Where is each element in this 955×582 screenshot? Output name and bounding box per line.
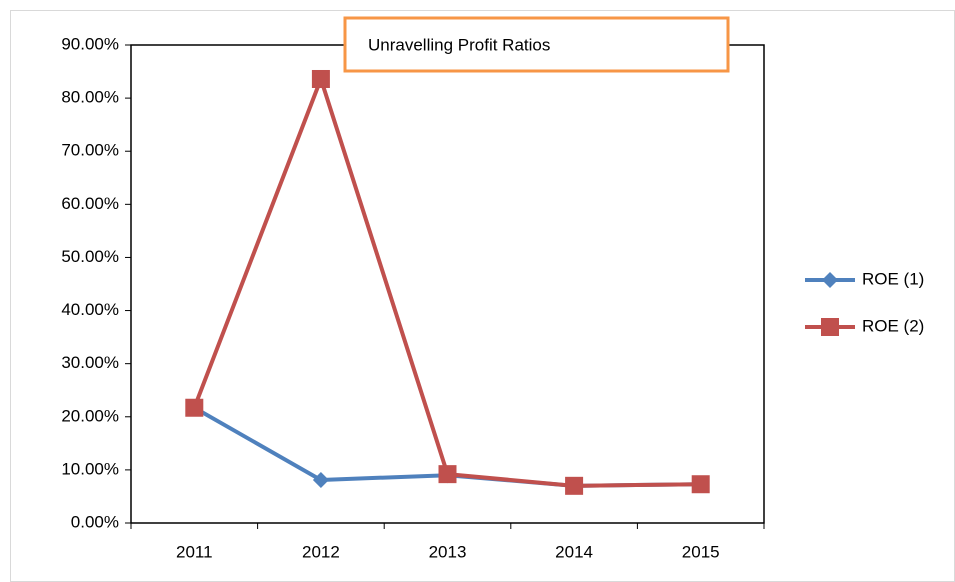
legend-label: ROE (1) <box>862 269 924 288</box>
y-tick-label: 60.00% <box>61 194 119 213</box>
y-tick-label: 80.00% <box>61 88 119 107</box>
x-tick-label: 2013 <box>429 542 467 561</box>
plot-area <box>130 44 765 524</box>
y-tick-label: 70.00% <box>61 141 119 160</box>
y-tick-label: 20.00% <box>61 406 119 425</box>
data-point <box>438 465 457 484</box>
data-point <box>312 471 329 488</box>
x-tick-label: 2012 <box>302 542 340 561</box>
x-tick-label: 2014 <box>555 542 593 561</box>
data-point <box>691 475 710 494</box>
data-point <box>185 398 204 417</box>
legend-marker <box>822 272 838 288</box>
y-tick-label: 50.00% <box>61 247 119 266</box>
y-tick-label: 90.00% <box>61 34 119 53</box>
data-point <box>565 476 584 495</box>
y-tick-label: 30.00% <box>61 353 119 372</box>
x-tick-label: 2011 <box>176 542 213 561</box>
y-tick-label: 10.00% <box>61 459 119 478</box>
legend-marker <box>821 318 839 336</box>
data-point <box>311 69 330 88</box>
title-box <box>343 16 730 73</box>
y-tick-label: 40.00% <box>61 300 119 319</box>
x-tick-label: 2015 <box>682 542 720 561</box>
legend-label: ROE (2) <box>862 316 924 335</box>
y-tick-label: 0.00% <box>71 512 119 531</box>
chart-title: Unravelling Profit Ratios <box>368 35 550 54</box>
